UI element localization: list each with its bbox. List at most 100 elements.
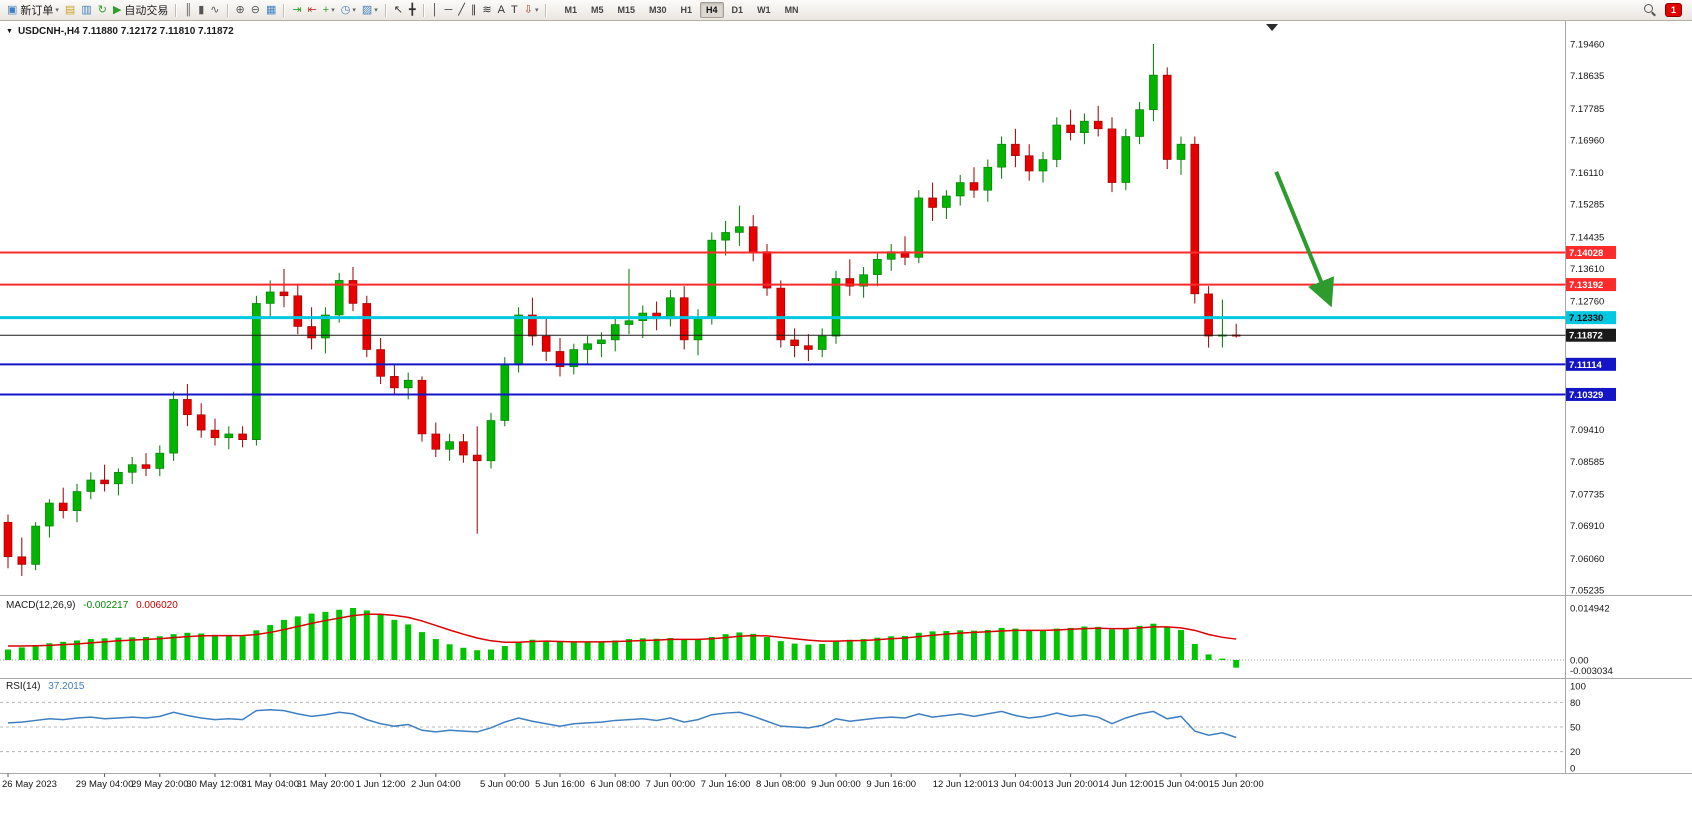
horizontal-line-tool-icon: ─ <box>444 4 453 16</box>
candle-body <box>721 232 730 241</box>
timeframe-M1[interactable]: M1 <box>564 5 577 15</box>
macd-signal-value: 0.006020 <box>136 600 178 611</box>
candle-body <box>845 278 855 287</box>
text-tool-button[interactable]: A <box>495 2 508 18</box>
price-tag-label: 7.10329 <box>1569 390 1603 401</box>
market-watch-button[interactable]: ▥ <box>78 2 94 18</box>
timeframe-H1[interactable]: H1 <box>680 5 693 15</box>
bar-chart-mode-icon: ║ <box>184 4 193 16</box>
candle-body <box>1176 143 1186 160</box>
chart-window[interactable]: 7.19460 7.18635 7.17785 7.16960 7.16110 7.152… <box>0 20 1692 838</box>
indicators-button[interactable]: + ▾ <box>320 2 338 18</box>
timeframe-H4[interactable]: H4 <box>700 2 724 18</box>
macd-bar <box>764 636 770 660</box>
candle-body <box>666 297 675 320</box>
candle-body <box>1024 155 1034 172</box>
candle-body <box>1190 143 1200 295</box>
horizontal-line-tool-button[interactable]: ─ <box>442 2 456 18</box>
down-arrow-annotation[interactable] <box>1274 171 1335 308</box>
macd-bar <box>1026 629 1033 660</box>
profiles-button[interactable]: ▤ <box>62 2 78 18</box>
macd-bar <box>212 634 218 660</box>
refresh-button[interactable]: ↻ <box>95 2 110 18</box>
trendline-tool-button[interactable]: ╱ <box>455 2 468 18</box>
time-axis-label: 15 Jun 04:00 <box>1154 779 1209 790</box>
auto-trading-button[interactable]: ▶ 自动交易 <box>110 2 171 18</box>
notification-badge[interactable]: 1 <box>1664 3 1682 17</box>
macd-bar <box>488 649 494 660</box>
macd-bar <box>529 639 536 660</box>
price-axis-tick: 7.12760 <box>1570 297 1604 308</box>
price-axis-tick: 7.18635 <box>1570 71 1604 82</box>
price-axis-tick: 7.09410 <box>1570 425 1604 436</box>
cursor-button[interactable]: ↖ <box>391 2 406 18</box>
macd-bar <box>281 619 287 660</box>
new-order-button[interactable]: ▣ 新订单 ▾ <box>4 2 62 18</box>
candlestick-mode-button[interactable]: ▮ <box>195 2 207 18</box>
candle-body <box>735 226 744 233</box>
candle-body <box>997 143 1006 168</box>
candle-body <box>624 320 634 325</box>
main-toolbar: ▣ 新订单 ▾ ▤ ▥ ↻ ▶ 自动交易 ║ ▮ ∿ ⊕ ⊖ ▦ ⇥ ⇤ + ▾ ◷ ▾ ▨ ▾ ↖ ╋ │ ─ ╱ ∥ ≋ A T ⇩ ▾ M… <box>0 0 1692 21</box>
macd-bar <box>101 638 108 660</box>
arrows-tool-button[interactable]: ⇩ ▾ <box>521 2 542 18</box>
timeframe-W1[interactable]: W1 <box>757 5 771 15</box>
price-tag-label: 7.11114 <box>1569 360 1602 371</box>
new-order-label: 新订单 <box>20 5 54 17</box>
timeframe-M5[interactable]: M5 <box>590 5 604 15</box>
chart-canvas[interactable]: 7.19460 7.18635 7.17785 7.16960 7.16110 7.152… <box>0 20 1692 838</box>
candle-body <box>541 335 551 352</box>
timeframe-D1[interactable]: D1 <box>731 5 744 15</box>
macd-bar <box>957 630 964 660</box>
candle-body <box>196 414 206 431</box>
time-axis-label: 30 May 12:00 <box>186 779 244 790</box>
macd-bar <box>1012 628 1019 660</box>
candle-body <box>831 278 841 337</box>
macd-bar <box>170 634 177 660</box>
candle-body <box>169 399 178 454</box>
timeframe-MN[interactable]: MN <box>784 5 799 15</box>
line-chart-mode-button[interactable]: ∿ <box>207 2 222 18</box>
candle-body <box>955 182 965 197</box>
search-icon[interactable] <box>1643 3 1657 17</box>
crosshair-button[interactable]: ╋ <box>406 2 419 18</box>
zoom-out-button[interactable]: ⊖ <box>248 2 263 18</box>
candles <box>3 44 1241 576</box>
macd-bar <box>915 632 922 660</box>
macd-axis-min: -0.003034 <box>1570 666 1613 677</box>
macd-bar <box>1178 629 1184 660</box>
rsi-axis-tick: 80 <box>1570 698 1581 709</box>
label-tool-button[interactable]: T <box>508 2 521 18</box>
chart-shift-button[interactable]: ⇤ <box>305 2 320 18</box>
timeframe-M15[interactable]: M15 <box>617 5 635 15</box>
timeframe-M30[interactable]: M30 <box>649 5 667 15</box>
candle-body <box>804 345 813 350</box>
vertical-line-tool-button[interactable]: │ <box>429 2 442 18</box>
templates-button[interactable]: ▨ ▾ <box>359 2 381 18</box>
candle-body <box>969 182 979 191</box>
macd-bar <box>570 642 577 660</box>
macd-bar <box>1081 626 1088 660</box>
chart-dropdown-caret[interactable]: ▼ <box>6 28 13 35</box>
toolbar-separator <box>384 3 387 17</box>
candle-body <box>183 399 192 416</box>
bar-chart-mode-button[interactable]: ║ <box>181 2 195 18</box>
rsi-axis-tick: 100 <box>1570 682 1586 693</box>
candle-body <box>1052 124 1062 160</box>
candle-body <box>1149 74 1158 110</box>
zoom-in-button[interactable]: ⊕ <box>233 2 248 18</box>
rsi-value: 37.2015 <box>48 681 85 692</box>
macd-bar <box>267 625 274 660</box>
price-axis-tick: 7.06060 <box>1570 554 1604 565</box>
fibonacci-tool-button[interactable]: ≋ <box>479 2 494 18</box>
time-axis-label: 6 Jun 08:00 <box>590 779 640 790</box>
fibonacci-tool-icon: ≋ <box>482 4 492 16</box>
macd-bar <box>294 616 301 660</box>
auto-scroll-button[interactable]: ⇥ <box>289 2 304 18</box>
candle-body <box>45 502 54 527</box>
tile-windows-button[interactable]: ▦ <box>263 2 279 18</box>
macd-bar <box>460 647 467 660</box>
macd-histogram <box>5 607 1240 668</box>
channel-tool-button[interactable]: ∥ <box>468 2 480 18</box>
periods-button[interactable]: ◷ ▾ <box>338 2 359 18</box>
